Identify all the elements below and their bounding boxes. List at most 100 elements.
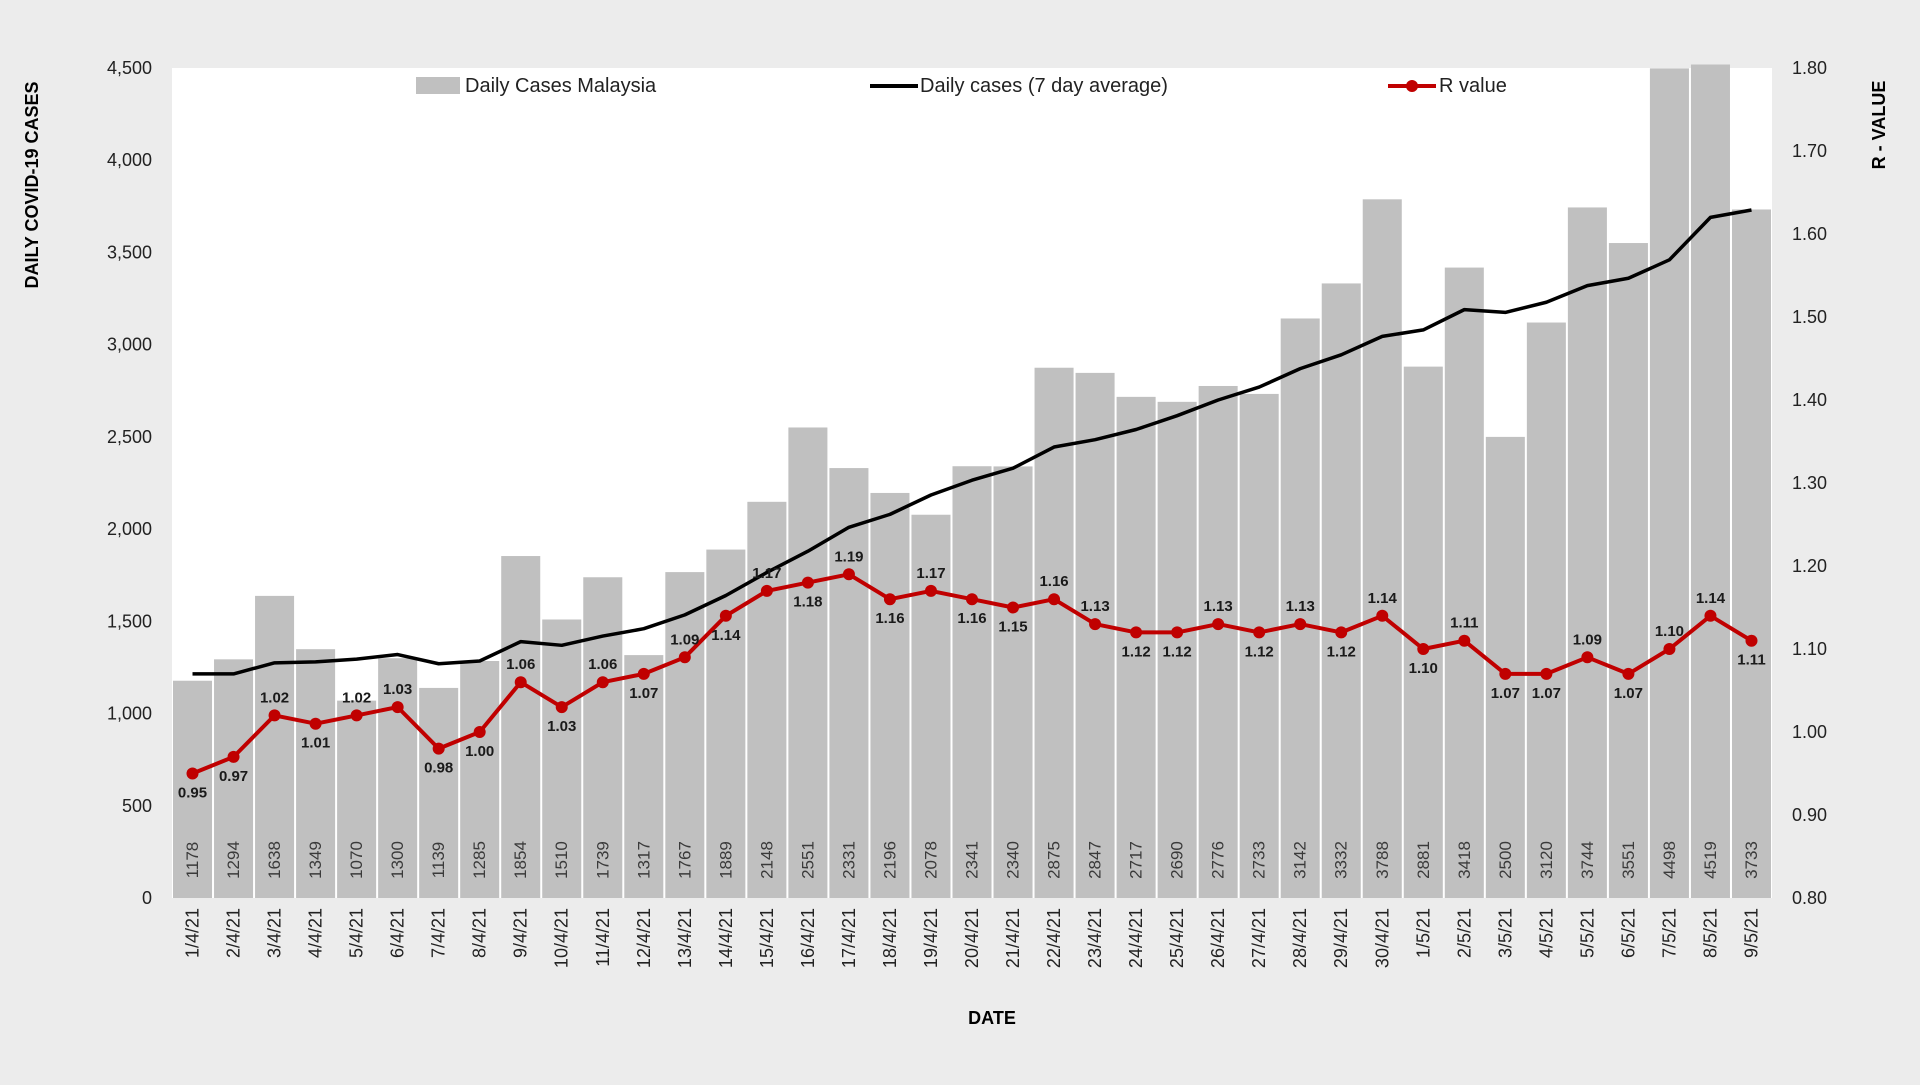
y-right-tick-label: 1.20 [1792,556,1827,576]
avg-series-line [192,208,1752,676]
r-point [678,651,691,664]
x-tick-label: 8/4/21 [470,908,490,958]
bar [1034,367,1074,899]
legend-swatch-daily-cases [416,77,460,94]
r-point [268,709,281,722]
avg-line-layer [192,208,1752,676]
r-value-label: 1.03 [383,681,412,698]
r-value-label: 1.09 [1573,631,1602,648]
r-value-label: 1.14 [711,627,741,644]
bar [993,466,1033,898]
bar [378,658,418,898]
x-tick-label: 13/4/21 [675,908,695,968]
r-value-label: 1.14 [1368,590,1398,607]
bar-value-label: 2733 [1250,841,1269,879]
bar [583,577,623,898]
y-left-tick-label: 2,000 [107,519,152,539]
x-tick-label: 12/4/21 [634,908,654,968]
x-tick-label: 6/4/21 [388,908,408,958]
x-tick-label: 9/5/21 [1741,908,1761,958]
r-point [883,593,896,606]
bar [952,466,992,898]
x-ticks: 1/4/21 2/4/21 3/4/21 4/4/21 5/4/21 6/4/21 7/4/… [183,908,1762,968]
x-tick-label: 30/4/21 [1372,908,1392,968]
r-value-label: 1.12 [1245,643,1274,660]
x-tick-label: 3/5/21 [1495,908,1515,958]
r-value-label: 1.12 [1327,643,1356,660]
bar-value-label: 3744 [1578,841,1597,879]
bar-value-label: 3788 [1373,841,1392,879]
bar [1362,199,1402,898]
r-point [350,709,363,722]
r-point [309,717,322,730]
bar [214,659,254,898]
bar-value-label: 1510 [552,841,571,879]
bar-value-label: 1767 [675,841,694,879]
x-tick-label: 28/4/21 [1290,908,1310,968]
bar [1649,68,1689,899]
bar-value-label: 2717 [1127,841,1146,879]
r-point [966,593,978,606]
r-value-label: 1.06 [506,656,535,673]
x-tick-label: 17/4/21 [839,908,859,968]
r-value-label: 1.13 [1080,598,1109,615]
r-value-label: 1.16 [1039,573,1068,590]
bar-value-label: 3332 [1332,841,1351,879]
r-point [1253,626,1266,639]
bar [624,655,664,898]
r-value-label: 1.07 [1532,685,1561,702]
bar-value-label: 2847 [1086,841,1105,879]
x-tick-label: 4/5/21 [1536,908,1556,958]
r-point [1130,626,1143,639]
y-left-tick-label: 0 [142,888,152,908]
bar-value-label: 2551 [798,841,817,879]
r-value-label: 1.12 [1163,643,1192,660]
bar [337,700,377,898]
r-value-label: 1.06 [588,656,617,673]
bar-value-label: 2776 [1209,841,1228,879]
bar [747,501,787,898]
bar-value-label: 2341 [963,841,982,879]
y-right-tick-label: 1.70 [1792,141,1827,161]
bar [1567,207,1607,898]
bar [1526,322,1566,898]
bar [1444,267,1484,898]
bar-value-label: 1638 [265,841,284,879]
bar [255,595,295,898]
bar-value-label: 1317 [634,841,653,879]
y-left-tick-label: 500 [122,796,152,816]
r-point [1171,626,1184,639]
r-point [514,676,527,689]
y-right-tick-label: 1.30 [1792,473,1827,493]
r-value-label: 1.00 [465,743,494,760]
y-right-tick-label: 1.80 [1792,58,1827,78]
bar-value-label: 2331 [839,841,858,879]
bar-value-label: 1889 [716,841,735,879]
y-left-tick-label: 3,000 [107,335,152,355]
bar [1731,209,1771,899]
y-left-tick-label: 1,000 [107,704,152,724]
r-value-label: 1.07 [1614,685,1643,702]
bar [460,660,500,898]
x-tick-label: 2/5/21 [1454,908,1474,958]
x-tick-label: 24/4/21 [1126,908,1146,968]
r-point [1048,593,1061,606]
r-point [637,667,650,680]
r-value-label: 1.19 [834,548,863,565]
bar-value-label: 1178 [183,842,202,879]
r-point [1581,651,1594,664]
r-point [186,767,199,780]
x-tick-label: 4/4/21 [306,908,326,958]
r-point [924,584,937,597]
bar [1198,385,1238,899]
r-value-label: 1.12 [1121,643,1150,660]
bar [870,492,910,898]
x-tick-label: 27/4/21 [1249,908,1269,968]
bar [296,649,336,898]
bar [788,427,828,898]
r-point [1704,609,1717,622]
r-value-label: 0.95 [178,785,207,802]
r-value-label: 1.17 [752,565,781,582]
y-left-tick-label: 4,500 [107,58,152,78]
